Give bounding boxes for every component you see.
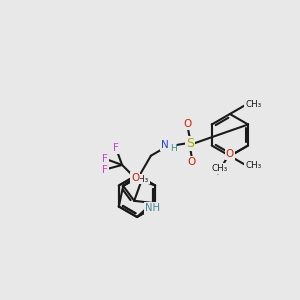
Text: H: H [170, 144, 176, 153]
Text: O: O [226, 149, 234, 159]
Text: O: O [131, 173, 140, 183]
Text: NH: NH [145, 203, 160, 213]
Text: CH₃: CH₃ [245, 161, 261, 170]
Text: CH₃: CH₃ [133, 175, 149, 184]
Text: O: O [184, 119, 192, 130]
Text: F: F [102, 154, 108, 164]
Text: F: F [113, 143, 119, 153]
Text: N: N [161, 140, 169, 150]
Text: S: S [186, 137, 194, 150]
Text: F: F [102, 165, 108, 175]
Text: O: O [188, 157, 196, 167]
Text: CH₃: CH₃ [212, 164, 228, 173]
Text: CH₃: CH₃ [245, 100, 261, 109]
